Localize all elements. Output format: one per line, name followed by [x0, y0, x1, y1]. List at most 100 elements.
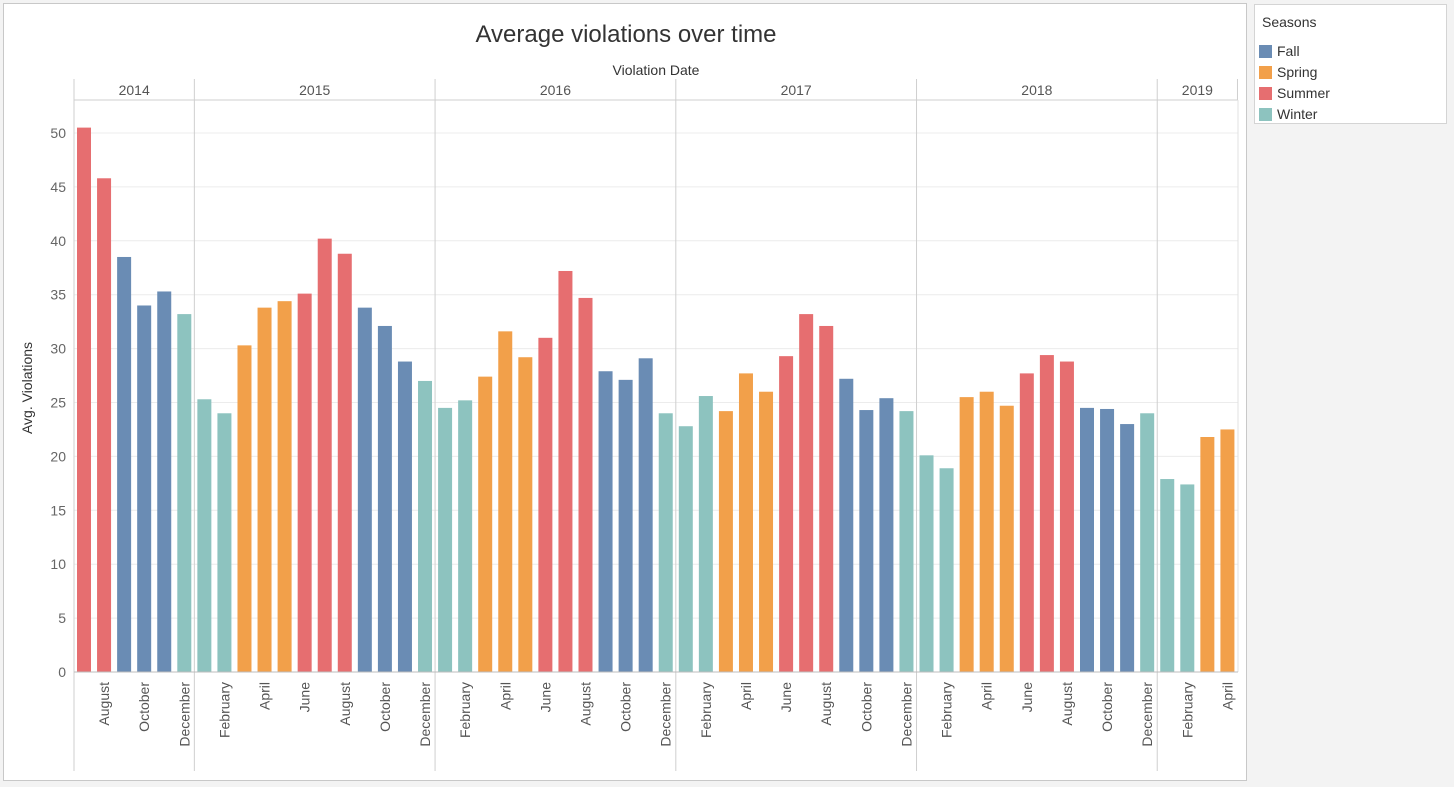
bar-2017-july[interactable] — [799, 314, 814, 672]
bar-2018-august[interactable] — [1059, 361, 1074, 672]
bar-2018-february[interactable] — [939, 468, 954, 672]
year-header-label: 2016 — [540, 82, 571, 98]
month-label: October — [618, 682, 634, 732]
month-label: June — [778, 682, 794, 713]
bar-2015-january[interactable] — [197, 399, 212, 672]
y-tick-label: 10 — [50, 556, 66, 572]
legend-item-winter[interactable]: Winter — [1259, 106, 1444, 124]
bar-2016-october[interactable] — [618, 379, 633, 672]
bar-2017-february[interactable] — [698, 396, 713, 672]
bar-2018-april[interactable] — [979, 391, 994, 672]
legend-item-fall[interactable]: Fall — [1259, 43, 1444, 61]
bar-2016-january[interactable] — [438, 407, 453, 672]
y-tick-label: 35 — [50, 287, 66, 303]
bar-2017-december[interactable] — [899, 411, 914, 672]
bar-2015-september[interactable] — [357, 307, 372, 672]
legend: Seasons Fall Spring Summer Winter — [1254, 4, 1447, 124]
month-label: December — [898, 682, 914, 747]
bar-2018-march[interactable] — [959, 397, 974, 672]
month-label: December — [417, 682, 433, 747]
bar-2016-february[interactable] — [458, 400, 473, 672]
bar-2016-august[interactable] — [578, 297, 593, 672]
bar-2014-september[interactable] — [117, 256, 132, 672]
bar-2016-july[interactable] — [558, 270, 573, 672]
bar-2017-september[interactable] — [839, 378, 854, 672]
year-header-label: 2014 — [119, 82, 150, 98]
legend-label: Summer — [1277, 85, 1330, 101]
bar-2015-august[interactable] — [337, 253, 352, 673]
bar-2019-january[interactable] — [1160, 479, 1175, 672]
y-tick-label: 20 — [50, 448, 66, 464]
month-label: April — [1219, 682, 1235, 710]
bar-2016-november[interactable] — [638, 358, 653, 672]
bar-2017-april[interactable] — [738, 373, 753, 672]
bar-2018-november[interactable] — [1120, 424, 1135, 672]
y-tick-label: 0 — [58, 664, 66, 680]
bar-2018-september[interactable] — [1080, 407, 1094, 672]
bar-2014-august[interactable] — [97, 178, 112, 672]
legend-label: Winter — [1277, 106, 1318, 122]
legend-swatch-spring — [1259, 66, 1272, 79]
month-label: February — [216, 682, 232, 738]
month-label: June — [1019, 682, 1035, 713]
month-label: December — [1139, 682, 1155, 747]
bar-2017-may[interactable] — [759, 391, 774, 672]
y-tick-label: 45 — [50, 179, 66, 195]
month-label: April — [497, 682, 513, 710]
legend-item-spring[interactable]: Spring — [1259, 64, 1444, 82]
bar-2015-april[interactable] — [257, 307, 272, 672]
bar-2016-june[interactable] — [538, 337, 553, 672]
bar-2016-september[interactable] — [598, 371, 613, 672]
bar-2018-january[interactable] — [919, 455, 934, 672]
month-label: October — [136, 682, 152, 732]
bar-2014-july[interactable] — [77, 127, 91, 673]
bar-2016-may[interactable] — [518, 357, 533, 672]
bar-2019-march[interactable] — [1200, 437, 1215, 672]
y-tick-label: 25 — [50, 395, 66, 411]
bar-2019-february[interactable] — [1180, 484, 1195, 672]
y-tick-label: 5 — [58, 610, 66, 626]
month-label: December — [176, 682, 192, 747]
chart-frame — [73, 79, 1239, 771]
bar-2018-october[interactable] — [1100, 408, 1115, 672]
legend-label: Fall — [1277, 43, 1300, 59]
bar-2018-december[interactable] — [1140, 413, 1155, 672]
bar-2017-january[interactable] — [678, 426, 693, 672]
month-label: August — [578, 682, 594, 726]
legend-item-summer[interactable]: Summer — [1259, 85, 1444, 103]
bar-2014-december[interactable] — [177, 314, 192, 672]
bar-2018-june[interactable] — [1019, 373, 1034, 672]
bar-2016-march[interactable] — [478, 376, 493, 672]
bar-2016-april[interactable] — [498, 331, 513, 672]
bar-2018-may[interactable] — [999, 405, 1014, 672]
year-header-label: 2017 — [781, 82, 812, 98]
bar-2015-june[interactable] — [297, 293, 312, 672]
month-label: August — [1059, 682, 1075, 726]
legend-swatch-summer — [1259, 87, 1272, 100]
bar-2017-june[interactable] — [779, 356, 794, 672]
bar-2016-december[interactable] — [658, 413, 673, 672]
bar-2015-february[interactable] — [217, 413, 232, 672]
month-label: August — [337, 682, 353, 726]
month-label: December — [658, 682, 674, 747]
bar-2015-october[interactable] — [377, 325, 392, 672]
bar-2014-november[interactable] — [157, 291, 172, 672]
bar-2015-july[interactable] — [317, 238, 332, 672]
bar-2017-march[interactable] — [718, 411, 733, 672]
bar-2014-october[interactable] — [137, 305, 152, 672]
year-headers: 2014 2015 2016 2017 2018 2019 — [119, 82, 1214, 98]
bar-2017-october[interactable] — [859, 410, 874, 672]
bar-2015-december[interactable] — [418, 380, 433, 672]
month-label: August — [818, 682, 834, 726]
legend-label: Spring — [1277, 64, 1318, 80]
y-tick-label: 30 — [50, 341, 66, 357]
y-tick-label: 40 — [50, 233, 66, 249]
bar-2015-march[interactable] — [237, 345, 252, 672]
bar-2017-november[interactable] — [879, 398, 894, 672]
bar-2015-november[interactable] — [397, 361, 412, 672]
bar-2015-may[interactable] — [277, 301, 292, 672]
bar-2017-august[interactable] — [819, 325, 834, 672]
month-label: April — [738, 682, 754, 710]
bar-2019-april[interactable] — [1220, 429, 1235, 672]
bar-2018-july[interactable] — [1039, 355, 1054, 672]
